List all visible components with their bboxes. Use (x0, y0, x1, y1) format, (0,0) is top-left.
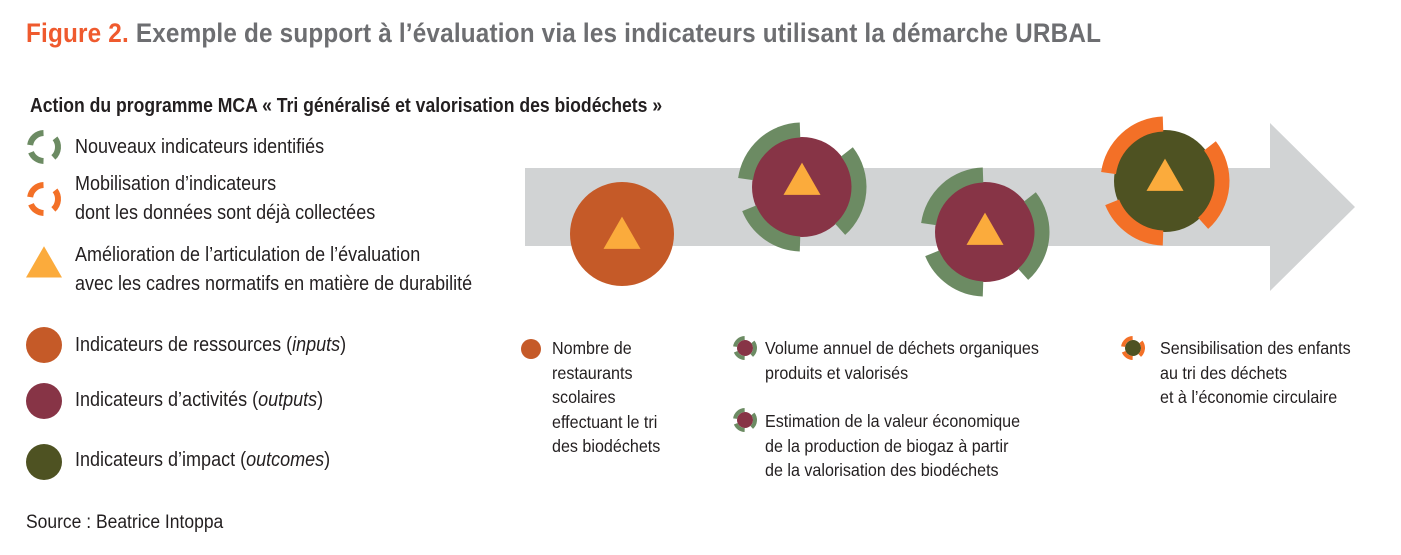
orange-ring-icon-arc (1121, 350, 1133, 360)
green-ring-icon-arc (733, 408, 745, 420)
orange-ring-arc (1105, 199, 1164, 246)
green-ring-icon-arc (27, 130, 44, 146)
triangle-icon (966, 212, 1004, 245)
triangle-icon (1146, 158, 1184, 191)
orange-ring-icon-arc (1138, 340, 1145, 357)
orange-ring-arc (1197, 141, 1230, 229)
green-ring-icon-arc (750, 340, 757, 357)
legend-impact: Indicateurs d’impact (outcomes) (75, 449, 331, 471)
figure-title-text: Exemple de support à l’évaluation via le… (135, 18, 1102, 48)
label-awareness: Sensibilisation des enfants au tri des dé… (1160, 338, 1351, 407)
green-ring-arc (1017, 192, 1050, 280)
action-subtitle: Action du programme MCA « Tri généralisé… (30, 95, 663, 117)
green-ring-icon-arc (733, 422, 745, 432)
source-note: Source : Beatrice Intoppa (26, 512, 224, 533)
figure-label: Figure 2. (26, 18, 129, 48)
green-ring-icon-arc (51, 136, 61, 160)
legend-existing-data: Mobilisation d’indicateurs dont les donné… (75, 173, 376, 224)
legend-new-indicators: Nouveaux indicateurs identifiés (75, 136, 325, 158)
green-ring-arc (738, 122, 801, 181)
impact-circle-icon (1125, 340, 1141, 356)
activity-circle-icon (737, 412, 753, 428)
label-organic-volume: Volume annuel de déchets organiques produ… (765, 338, 1039, 383)
activity-circle-icon (737, 340, 753, 356)
triangle-icon (783, 162, 821, 195)
orange-ring-icon-arc (1121, 336, 1133, 348)
label-biogas-value: Estimation de la valeur économique de la … (765, 411, 1021, 480)
orange-ring-icon-arc (51, 188, 61, 212)
green-ring-icon-arc (28, 150, 44, 164)
triangle-icon (603, 216, 641, 249)
resource-circle-icon (26, 327, 62, 363)
green-ring-icon-arc (750, 412, 757, 429)
orange-ring-icon-arc (28, 202, 44, 216)
impact-circle-icon (26, 444, 62, 480)
label-restaurants: Nombre de restaurants scolaires effectuant … (552, 338, 661, 456)
figure-title: Figure 2. Exemple de support à l’évaluat… (26, 18, 1101, 49)
legend-activities: Indicateurs d’activités (outputs) (75, 389, 324, 411)
legend-normative-frameworks: Amélioration de l’articulation de l’éval… (75, 244, 473, 295)
activity-circle-icon (26, 383, 62, 419)
orange-ring-arc (1101, 116, 1164, 175)
resource-circle-icon (521, 339, 541, 359)
orange-ring-icon-arc (27, 182, 44, 198)
green-ring-icon-arc (733, 350, 745, 360)
green-ring-arc (921, 167, 984, 226)
legend-resources: Indicateurs de ressources (inputs) (75, 334, 347, 356)
green-ring-icon-arc (733, 336, 745, 348)
green-ring-arc (925, 250, 984, 297)
green-ring-arc (834, 147, 867, 235)
green-ring-arc (742, 205, 801, 252)
triangle-icon (26, 246, 62, 278)
